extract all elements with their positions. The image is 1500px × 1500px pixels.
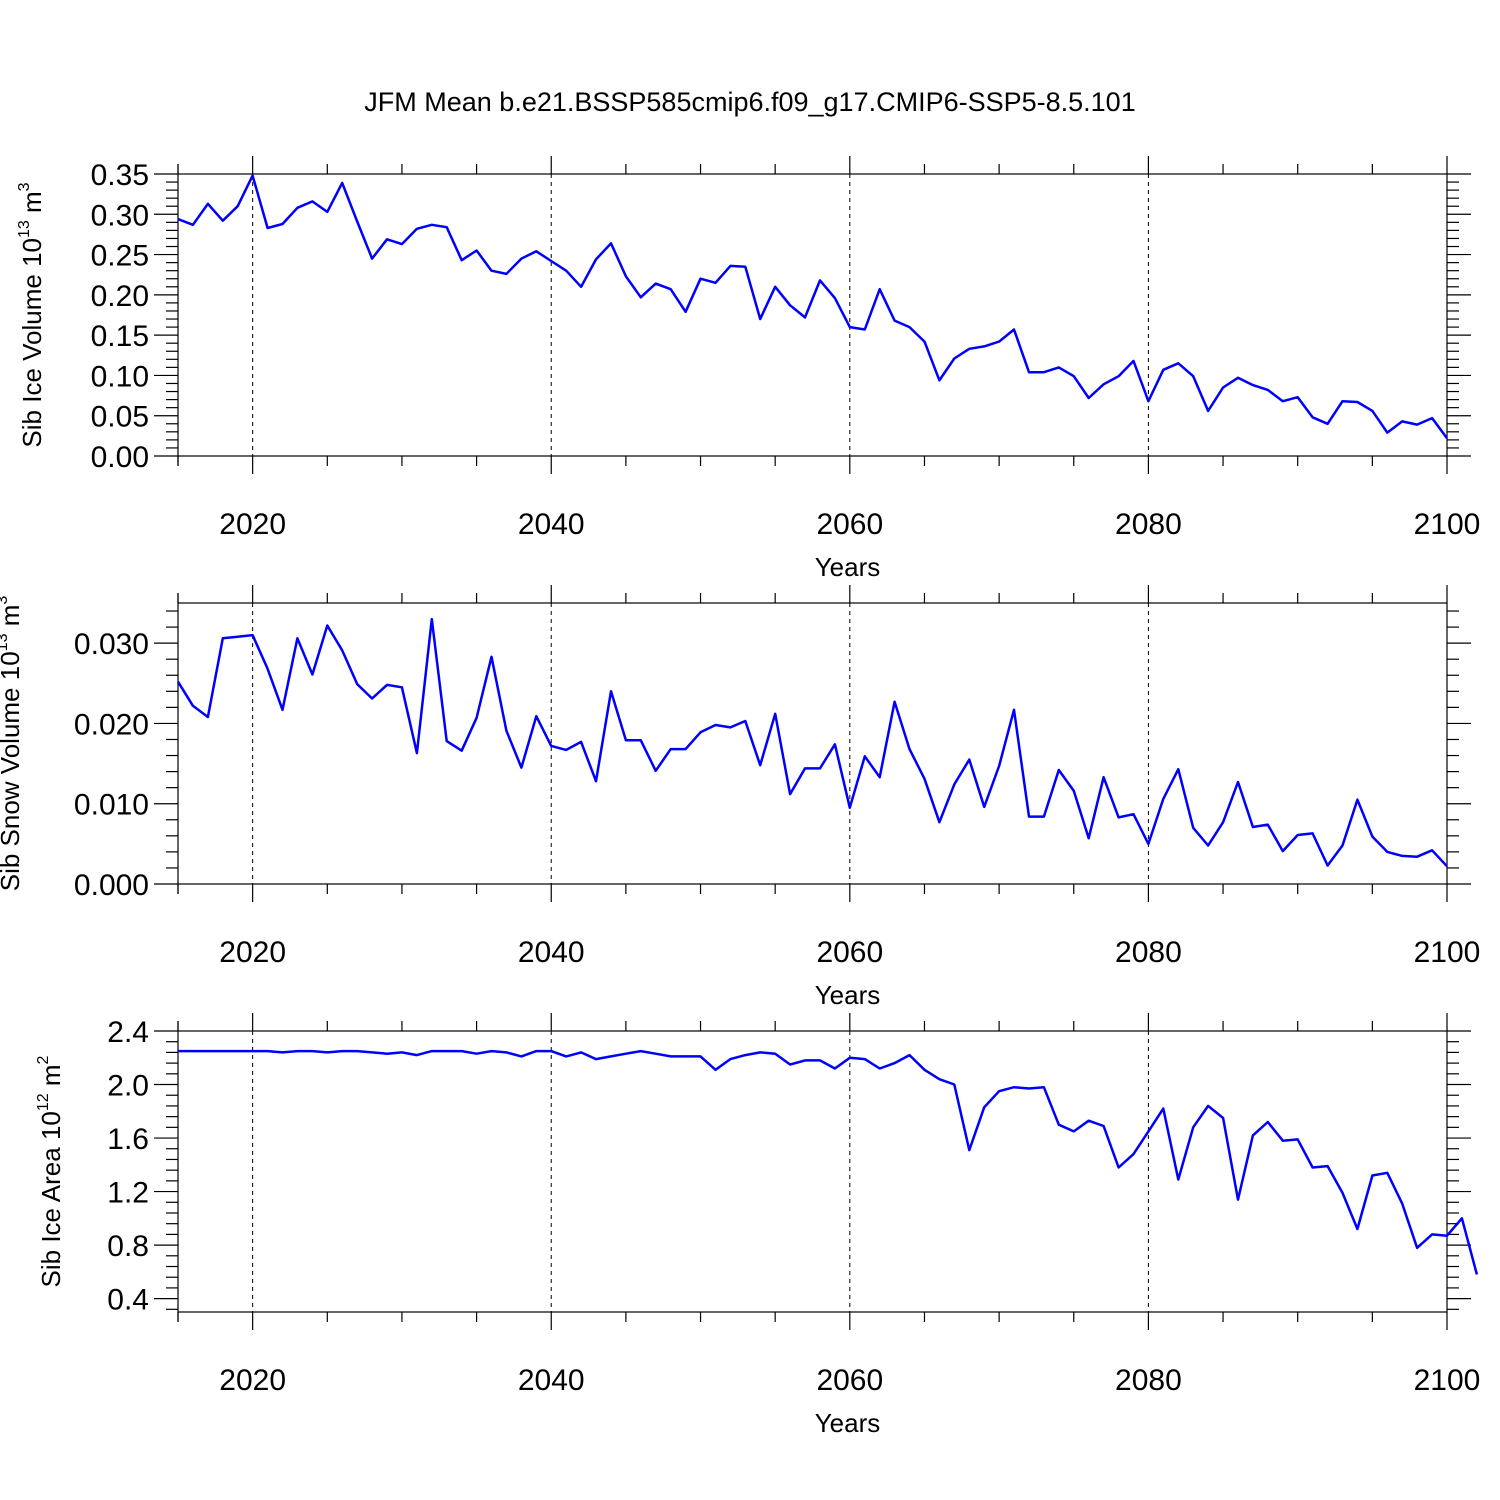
y-tick-label: 2.0 (107, 1070, 149, 1103)
x-tick-label: 2040 (518, 936, 585, 969)
y-tick-label: 0.05 (91, 401, 149, 434)
series-line (178, 1049, 1479, 1275)
y-tick-label: 0.30 (91, 199, 149, 232)
y-axis-label: Sib Ice Volume 1013 m3 (16, 182, 47, 447)
x-tick-label: 2080 (1115, 508, 1182, 541)
x-tick-label: 2100 (1414, 508, 1481, 541)
plot-frame (177, 173, 1448, 457)
y-tick-label: 0.10 (91, 360, 149, 393)
y-tick-label: 1.6 (107, 1123, 149, 1156)
x-tick-label: 2080 (1115, 1364, 1182, 1397)
x-tick-label: 2100 (1414, 1364, 1481, 1397)
x-tick-label: 2040 (518, 508, 585, 541)
panel-3: 2020 2040 2060 2080 2100 0.4 0.8 1.2 1.6 2.0 2.4 Ye… (35, 1013, 1480, 1438)
x-tick-label: 2060 (816, 508, 883, 541)
y-tick-label: 0.00 (91, 441, 149, 474)
y-tick-label: 2.4 (107, 1016, 149, 1049)
y-tick-label: 1.2 (107, 1177, 149, 1210)
y-tick-label: 0.35 (91, 159, 149, 192)
y-tick-label: 0.020 (74, 708, 149, 741)
series-line (177, 174, 1449, 440)
panel-1: 2020 2040 2060 2080 2100 0.00 0.05 0.10 0.15 0.20… (16, 156, 1480, 582)
x-tick-label: 2060 (816, 936, 883, 969)
y-tick-label: 0.030 (74, 628, 149, 661)
x-axis-label: Years (815, 980, 881, 1010)
plot-frame (177, 1030, 1448, 1313)
x-axis-label: Years (815, 552, 881, 582)
x-tick-label: 2020 (219, 936, 286, 969)
x-tick-label: 2100 (1414, 936, 1481, 969)
x-tick-label: 2060 (816, 1364, 883, 1397)
x-tick-label: 2020 (219, 508, 286, 541)
y-tick-label: 0.010 (74, 789, 149, 822)
panels: 2020 2040 2060 2080 2100 0.00 0.05 0.10 0.15 0.20… (0, 156, 1480, 1438)
panel-2: 2020 2040 2060 2080 2100 0.000 0.010 0.020 0.030… (0, 585, 1480, 1010)
x-tick-label: 2040 (518, 1364, 585, 1397)
figure-title: JFM Mean b.e21.BSSP585cmip6.f09_g17.CMIP… (364, 87, 1135, 117)
x-tick-label: 2080 (1115, 936, 1182, 969)
y-axis-label: Sib Ice Area 1012 m2 (35, 1055, 66, 1287)
plot-frame (177, 602, 1448, 885)
x-tick-label: 2020 (219, 1364, 286, 1397)
y-axis-label: Sib Snow Volume 1013 m3 (0, 596, 25, 892)
y-tick-label: 0.4 (107, 1284, 149, 1317)
y-tick-label: 0.20 (91, 280, 149, 313)
y-tick-label: 0.15 (91, 320, 149, 353)
series-line (176, 617, 1448, 868)
y-tick-label: 0.8 (107, 1230, 149, 1263)
x-axis-label: Years (815, 1408, 881, 1438)
y-tick-label: 0.25 (91, 240, 149, 273)
y-tick-label: 0.000 (74, 869, 149, 902)
